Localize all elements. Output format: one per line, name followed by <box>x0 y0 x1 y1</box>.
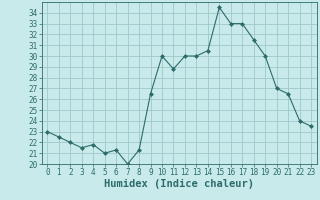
X-axis label: Humidex (Indice chaleur): Humidex (Indice chaleur) <box>104 179 254 189</box>
